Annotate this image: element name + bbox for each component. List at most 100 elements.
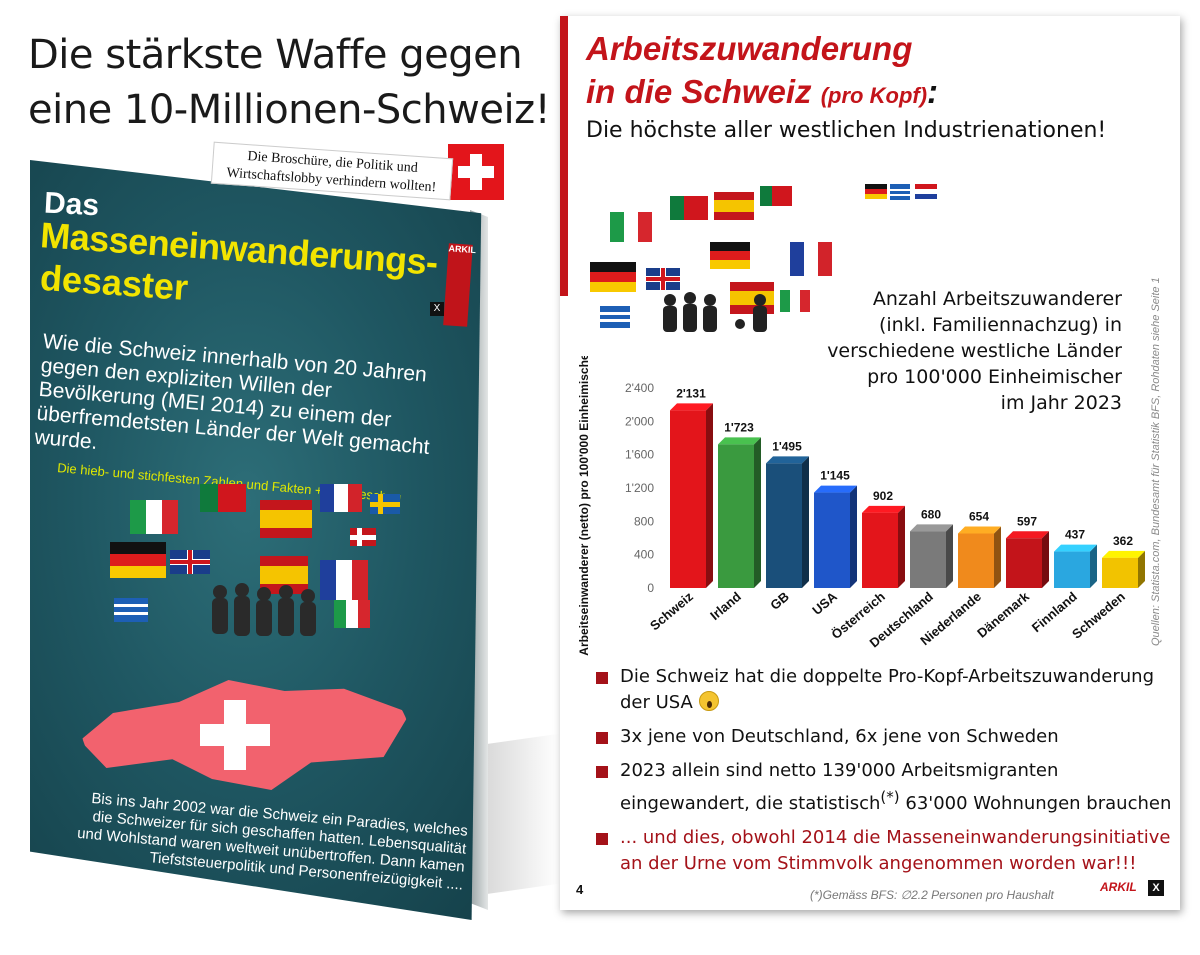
norway-flag-icon xyxy=(350,528,376,546)
bar-side xyxy=(898,505,905,588)
y-tick-label: 1'200 xyxy=(625,481,654,495)
headline: Die stärkste Waffe gegen eine 10-Million… xyxy=(28,28,551,138)
y-tick-label: 1'600 xyxy=(625,448,654,462)
bullet-marker-icon xyxy=(596,672,608,684)
bar xyxy=(766,463,802,588)
spain-flag-icon xyxy=(714,192,754,220)
france-flag-icon xyxy=(320,484,362,512)
cover-logo-strip: ARKIL xyxy=(443,243,476,327)
cover-bottom-text: Bis ins Jahr 2002 war die Schweiz ein Pa… xyxy=(76,789,469,894)
data-label: 654 xyxy=(969,510,989,524)
uk-flag-icon xyxy=(646,268,680,290)
italy-flag-icon xyxy=(334,600,370,628)
bar-side xyxy=(802,456,809,588)
x-logo-icon: X xyxy=(430,302,444,316)
bar-top xyxy=(814,485,857,493)
x-tick-label: Dänemark xyxy=(974,588,1032,640)
y-tick-label: 400 xyxy=(634,548,654,562)
bullet-text: 2023 allein sind netto 139'000 Arbeitsmi… xyxy=(620,760,1059,814)
bar xyxy=(670,410,706,588)
portugal-flag-icon xyxy=(760,186,792,206)
bar-side xyxy=(850,485,857,588)
description-line: im Jahr 2023 xyxy=(1000,392,1122,414)
headline-line-1: Die stärkste Waffe gegen xyxy=(28,32,523,78)
data-label: 597 xyxy=(1017,514,1037,528)
bar-side xyxy=(706,403,713,588)
bar xyxy=(1006,538,1042,588)
italy-flag-icon xyxy=(130,500,178,534)
bar xyxy=(1054,551,1090,588)
bullet-marker-icon xyxy=(596,766,608,778)
page-number: 4 xyxy=(576,882,584,897)
bar-top xyxy=(910,524,953,532)
chart-description: Anzahl Arbeitszuwanderer (inkl. Familien… xyxy=(827,286,1122,416)
bar-side xyxy=(994,526,1001,588)
bar-side xyxy=(1042,531,1049,588)
bar-top xyxy=(1054,544,1097,552)
data-label: 2'131 xyxy=(676,386,706,400)
switzerland-map-icon xyxy=(80,680,410,790)
data-label: 437 xyxy=(1065,528,1085,542)
bar-top xyxy=(718,437,761,445)
description-line: pro 100'000 Einheimischer xyxy=(867,366,1122,388)
bar-side xyxy=(1138,550,1145,588)
uk-flag-icon xyxy=(170,550,210,574)
bar xyxy=(814,492,850,588)
sweden-flag-icon xyxy=(370,494,400,514)
cover-intro: Wie die Schweiz innerhalb von 20 Jahren … xyxy=(33,330,431,459)
description-line: Anzahl Arbeitszuwanderer xyxy=(872,288,1122,310)
arkil-logo: ARKIL xyxy=(1100,880,1137,894)
data-label: 680 xyxy=(921,507,941,521)
page-title-line-2: in die Schweiz (pro Kopf): xyxy=(586,73,938,111)
crowd-silhouette xyxy=(663,292,767,332)
bullet-marker-icon xyxy=(596,732,608,744)
flags-illustration xyxy=(590,184,937,332)
bullet-text: ... und dies, obwohl 2014 die Masseneinw… xyxy=(620,827,1171,874)
page-title-line-1: Arbeitszuwanderung xyxy=(586,30,913,67)
greece-flag-icon xyxy=(890,184,910,200)
bar-top xyxy=(766,456,809,464)
x-tick-label: Schweden xyxy=(1069,589,1128,642)
page-title-colon: : xyxy=(927,73,939,110)
sources-note: Quellen: Statista.com, Bundesamt für Sta… xyxy=(1150,277,1162,646)
page-title-main: in die Schweiz xyxy=(586,73,812,110)
bar xyxy=(958,533,994,588)
data-label: 1'145 xyxy=(820,469,850,483)
y-axis-label: # Arbeitseinwanderer (netto) pro 100'000… xyxy=(577,356,591,656)
y-tick-label: 800 xyxy=(634,514,654,528)
spain-flag-icon xyxy=(730,282,774,314)
y-tick-label: 2'400 xyxy=(625,381,654,395)
france-flag-icon xyxy=(790,242,832,276)
italy-flag-icon xyxy=(780,290,810,312)
brochure-cover: Das Masseneinwanderungs- desaster ARKIL … xyxy=(30,160,482,920)
greece-flag-icon xyxy=(114,598,148,622)
accent-bar xyxy=(560,16,568,296)
x-logo-icon: X xyxy=(1148,880,1164,896)
bar-side xyxy=(946,524,953,588)
portugal-flag-icon xyxy=(670,196,708,220)
germany-flag-icon xyxy=(710,242,750,269)
description-line: (inkl. Familiennachzug) in xyxy=(878,314,1122,336)
france-flag-icon xyxy=(320,560,368,600)
bar xyxy=(862,512,898,588)
bar-side xyxy=(1090,544,1097,588)
bar-top xyxy=(862,505,905,513)
data-label: 362 xyxy=(1113,534,1133,548)
x-tick-label: Schweiz xyxy=(647,588,696,633)
bar xyxy=(1102,557,1138,588)
bullet-text: Die Schweiz hat die doppelte Pro-Kopf-Ar… xyxy=(620,666,1155,713)
y-tick-label: 2'000 xyxy=(625,414,654,428)
bar-top xyxy=(1006,531,1049,539)
bullet-list: Die Schweiz hat die doppelte Pro-Kopf-Ar… xyxy=(594,664,1174,885)
bar xyxy=(718,444,754,588)
data-label: 1'723 xyxy=(724,420,754,434)
bar xyxy=(910,531,946,588)
portugal-flag-icon xyxy=(200,484,246,512)
croatia-flag-icon xyxy=(915,184,937,199)
bar-top xyxy=(1102,550,1145,558)
data-label: 902 xyxy=(873,489,893,503)
cover-title-line-2: desaster xyxy=(38,256,190,309)
bullet-item: 3x jene von Deutschland, 6x jene von Sch… xyxy=(594,724,1174,750)
bullet-marker-icon xyxy=(596,833,608,845)
description-line: verschiedene westliche Länder xyxy=(827,340,1122,362)
